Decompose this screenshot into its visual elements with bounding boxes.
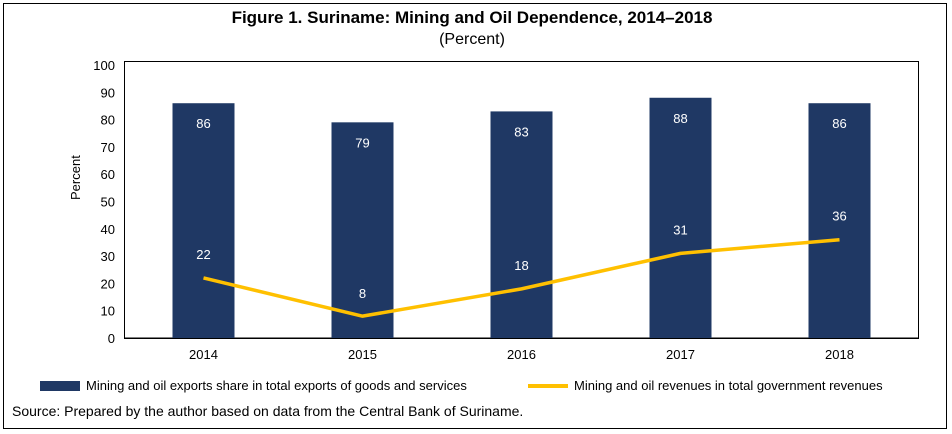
legend-item-exports: Mining and oil exports share in total ex… xyxy=(40,378,467,393)
chart-title: Figure 1. Suriname: Mining and Oil Depen… xyxy=(231,8,713,27)
bar xyxy=(808,103,871,338)
y-tick-label: 80 xyxy=(101,113,115,128)
line-series-revenues xyxy=(203,237,840,318)
legend-swatch-line xyxy=(528,383,568,388)
bar xyxy=(490,111,553,338)
y-tick-label: 70 xyxy=(101,140,115,155)
chart-subtitle: (Percent) xyxy=(439,31,505,48)
bar xyxy=(649,97,712,338)
x-tick-label: 2017 xyxy=(666,347,695,362)
y-tick-label: 20 xyxy=(101,276,115,291)
line-data-label: 22 xyxy=(196,247,210,262)
legend-label-revenues: Mining and oil revenues in total governm… xyxy=(574,378,883,393)
y-tick-label: 90 xyxy=(101,85,115,100)
bar-data-label: 79 xyxy=(355,135,369,150)
legend-label-exports: Mining and oil exports share in total ex… xyxy=(86,378,467,393)
bar xyxy=(331,122,394,338)
line-data-label: 8 xyxy=(359,286,366,301)
y-tick-label: 50 xyxy=(101,195,115,210)
y-tick-label: 10 xyxy=(101,304,115,319)
y-tick-label: 60 xyxy=(101,167,115,182)
line-data-label: 31 xyxy=(673,222,687,237)
y-axis-label: Percent xyxy=(68,155,83,200)
legend-swatch-bar xyxy=(40,380,80,391)
bar xyxy=(172,103,235,338)
x-tick-label: 2015 xyxy=(348,347,377,362)
source-note: Source: Prepared by the author based on … xyxy=(12,403,524,419)
y-tick-label: 40 xyxy=(101,222,115,237)
line-data-label: 18 xyxy=(514,258,528,273)
bar-data-label: 86 xyxy=(832,116,846,131)
bar-data-label: 86 xyxy=(196,116,210,131)
legend-item-revenues: Mining and oil revenues in total governm… xyxy=(528,378,883,393)
y-tick-label: 30 xyxy=(101,249,115,264)
y-tick-label: 100 xyxy=(93,58,115,73)
x-tick-label: 2016 xyxy=(507,347,536,362)
chart-frame xyxy=(3,3,947,429)
y-tick-label: 0 xyxy=(108,331,115,346)
bar-data-label: 83 xyxy=(514,124,528,139)
x-tick-label: 2014 xyxy=(189,347,218,362)
line-data-label: 36 xyxy=(832,209,846,224)
x-tick-label: 2018 xyxy=(825,347,854,362)
bar-data-label: 88 xyxy=(673,111,687,126)
